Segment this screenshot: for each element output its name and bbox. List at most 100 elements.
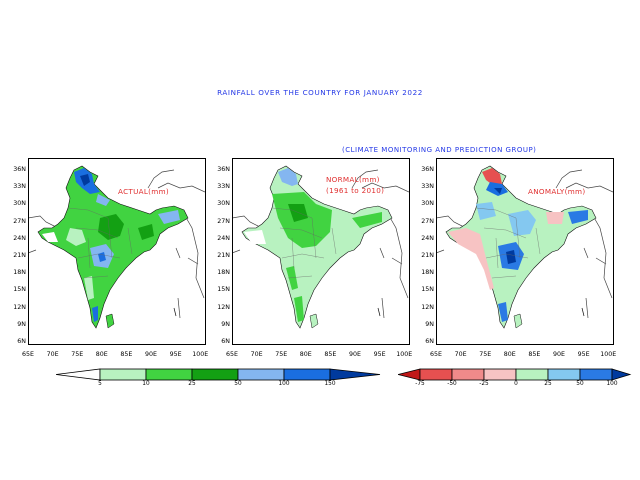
longitude-tick-label: 100E <box>600 351 617 358</box>
latitude-tick-label: 24N <box>217 234 230 242</box>
latitude-tick-label: 15N <box>13 286 26 294</box>
actual-map-panel: ACTUAL(mm) <box>28 158 206 345</box>
anomaly-legend-swatch <box>515 368 549 381</box>
actual-legend-label: 25 <box>188 381 196 387</box>
longitude-tick-label: 95E <box>577 351 590 358</box>
latitude-tick-label: 36N <box>421 166 434 173</box>
actual-legend-label: 10 <box>142 381 150 387</box>
latitude-tick-label: 27N <box>217 217 230 225</box>
longitude-tick-label: 100E <box>192 351 209 358</box>
longitude-tick-label: 80E <box>95 351 108 358</box>
latitude-tick-label: 6N <box>17 338 26 345</box>
anomaly-legend-swatch <box>451 368 485 381</box>
longitude-tick-label: 70E <box>250 351 263 358</box>
latitude-tick-label: 33N <box>421 183 434 191</box>
latitude-tick-label: 27N <box>421 217 434 225</box>
latitude-tick-label: 12N <box>217 303 230 311</box>
actual-legend-bar <box>56 368 381 381</box>
latitude-tick-label: 18N <box>217 269 230 277</box>
longitude-tick-label: 95E <box>373 351 386 358</box>
actual-map-label: ACTUAL(mm) <box>118 187 169 196</box>
longitude-tick-label: 70E <box>454 351 467 358</box>
longitude-tick-label: 65E <box>430 351 442 358</box>
longitude-tick-label: 75E <box>479 351 492 358</box>
longitude-tick-label: 95E <box>169 351 182 358</box>
latitude-tick-label: 15N <box>421 286 434 294</box>
latitude-tick-label: 18N <box>13 269 26 277</box>
latitude-tick-label: 6N <box>425 338 434 345</box>
actual-legend-swatch <box>145 368 193 381</box>
longitude-tick-label: 80E <box>299 351 312 358</box>
actual-legend-swatch <box>99 368 147 381</box>
actual-legend-swatch <box>237 368 285 381</box>
figure-title: RAINFALL OVER THE COUNTRY FOR JANUARY 20… <box>217 88 423 97</box>
anomaly-map-label: ANOMALY(mm) <box>528 187 586 196</box>
normal-map-label: NORMAL(mm) (1961 to 2010) <box>326 175 385 195</box>
actual-legend-label: 150 <box>324 381 336 387</box>
latitude-tick-label: 30N <box>13 200 26 208</box>
normal-map-panel: NORMAL(mm) (1961 to 2010) <box>232 158 410 345</box>
anomaly-legend-swatch <box>579 368 613 381</box>
longitude-tick-label: 75E <box>71 351 84 358</box>
latitude-tick-label: 9N <box>221 320 230 328</box>
anomaly-legend-swatch <box>419 368 453 381</box>
latitude-tick-label: 30N <box>421 200 434 208</box>
actual-map-frame <box>28 158 206 345</box>
latitude-tick-label: 9N <box>425 320 434 328</box>
anomaly-legend-arrow-right <box>611 368 632 381</box>
longitude-tick-label: 85E <box>528 351 541 358</box>
longitude-tick-label: 70E <box>46 351 59 358</box>
latitude-tick-label: 21N <box>13 252 26 259</box>
latitude-tick-label: 24N <box>13 234 26 242</box>
longitude-tick-label: 80E <box>503 351 516 358</box>
actual-map <box>28 165 205 329</box>
latitude-tick-label: 18N <box>421 269 434 277</box>
latitude-tick-label: 12N <box>13 303 26 311</box>
longitude-tick-label: 85E <box>120 351 133 358</box>
latitude-tick-label: 24N <box>421 234 434 242</box>
anomaly-legend-label: -25 <box>479 381 489 387</box>
latitude-tick-label: 21N <box>217 252 230 259</box>
latitude-tick-label: 21N <box>421 252 434 259</box>
latitude-tick-label: 12N <box>421 303 434 311</box>
latitude-tick-label: 6N <box>221 338 230 345</box>
anomaly-map-frame <box>436 158 614 345</box>
latitude-tick-label: 27N <box>13 217 26 225</box>
anomaly-legend-swatch <box>547 368 581 381</box>
anomaly-legend-label: 50 <box>576 381 584 387</box>
latitude-tick-label: 36N <box>217 166 230 173</box>
anomaly-legend-label: -50 <box>447 381 457 387</box>
longitude-tick-label: 90E <box>349 351 361 358</box>
anomaly-legend-bar <box>398 368 632 381</box>
anomaly-legend-swatch <box>483 368 517 381</box>
actual-legend-label: 100 <box>278 381 290 387</box>
anomaly-map-panel: ANOMALY(mm) <box>436 158 614 345</box>
latitude-tick-label: 9N <box>17 320 26 328</box>
longitude-tick-label: 85E <box>324 351 337 358</box>
longitude-tick-label: 65E <box>226 351 238 358</box>
normal-map-frame <box>232 158 410 345</box>
actual-legend-swatch <box>283 368 331 381</box>
latitude-tick-label: 15N <box>217 286 230 294</box>
longitude-tick-label: 90E <box>553 351 565 358</box>
actual-legend-swatch <box>191 368 239 381</box>
figure-subtitle: (CLIMATE MONITORING AND PREDICTION GROUP… <box>342 146 537 154</box>
longitude-tick-label: 75E <box>275 351 288 358</box>
normal-map <box>232 165 409 329</box>
actual-legend-arrow-left <box>56 368 101 381</box>
latitude-tick-label: 36N <box>13 166 26 173</box>
anomaly-legend-label: 0 <box>514 381 518 387</box>
anomaly-legend-label: -75 <box>415 381 425 387</box>
actual-legend-label: 50 <box>234 381 242 387</box>
anomaly-map <box>436 165 613 329</box>
latitude-tick-label: 33N <box>217 183 230 191</box>
latitude-tick-label: 33N <box>13 183 26 191</box>
actual-legend-arrow-right <box>329 368 381 381</box>
longitude-tick-label: 90E <box>145 351 157 358</box>
longitude-tick-label: 100E <box>396 351 413 358</box>
anomaly-legend-label: 100 <box>606 381 618 387</box>
latitude-tick-label: 30N <box>217 200 230 208</box>
actual-legend-label: 5 <box>98 381 102 387</box>
anomaly-legend-arrow-left <box>398 368 421 381</box>
anomaly-legend-label: 25 <box>544 381 552 387</box>
